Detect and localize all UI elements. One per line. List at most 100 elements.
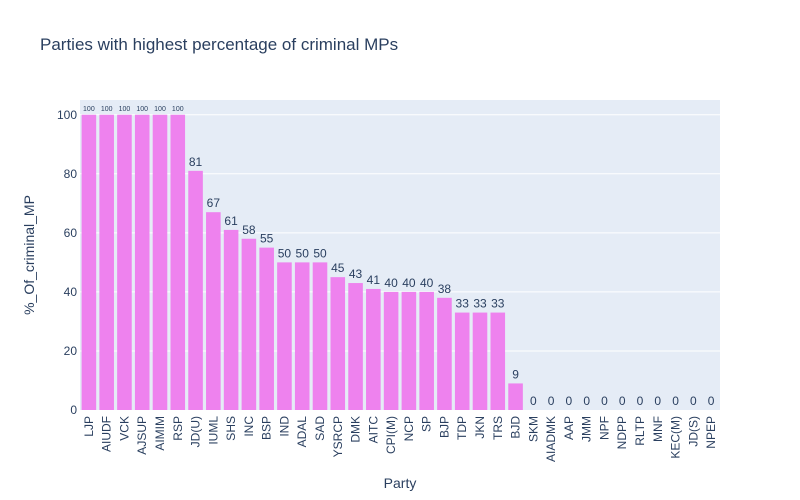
bar	[490, 312, 506, 410]
bar	[206, 212, 221, 410]
x-tick-label: AIMIM	[153, 416, 167, 451]
x-tick-label: INC	[242, 416, 256, 437]
y-tick-label: 60	[64, 226, 78, 240]
x-tick-label: VCK	[117, 416, 131, 441]
data-label: 43	[349, 267, 363, 281]
x-tick-label: AIADMK	[544, 416, 558, 462]
x-tick-label: AITC	[366, 416, 380, 444]
bar	[259, 247, 274, 410]
bar	[383, 291, 399, 410]
data-label: 81	[189, 155, 203, 169]
bar	[134, 114, 150, 410]
x-tick-label: JD(S)	[686, 416, 700, 447]
data-label: 100	[136, 106, 148, 113]
x-tick-label: TDP	[455, 416, 469, 440]
x-tick-label: SHS	[224, 416, 238, 441]
y-tick-label: 0	[70, 403, 77, 417]
data-label: 40	[402, 276, 416, 290]
x-tick-label: MNF	[651, 416, 665, 442]
data-label: 50	[296, 246, 310, 260]
data-label: 33	[473, 297, 487, 311]
bar	[188, 170, 203, 410]
y-axis-title: %_Of_criminal_MP	[21, 195, 37, 315]
y-tick-label: 40	[64, 285, 78, 299]
grid-lines	[80, 114, 720, 352]
x-tick-label: SKM	[526, 416, 540, 442]
data-label: 0	[601, 394, 608, 408]
y-tick-label: 20	[64, 344, 78, 358]
data-label: 50	[313, 246, 327, 260]
bar	[419, 291, 434, 410]
data-label: 33	[491, 297, 505, 311]
chart-title: Parties with highest percentage of crimi…	[40, 35, 398, 54]
data-label: 0	[708, 394, 715, 408]
x-tick-label: JD(U)	[189, 416, 203, 447]
bar	[241, 238, 257, 410]
data-label: 100	[101, 106, 113, 113]
x-tick-label: AIUDF	[100, 416, 114, 452]
plot-background	[80, 100, 720, 410]
y-tick-label: 100	[57, 108, 77, 122]
x-tick-label: IND	[277, 416, 291, 437]
data-label: 50	[278, 246, 292, 260]
x-tick-label: TRS	[491, 416, 505, 440]
bar	[294, 262, 310, 410]
bar	[81, 114, 97, 410]
data-label: 0	[566, 394, 573, 408]
bar	[401, 291, 417, 410]
data-label: 0	[690, 394, 697, 408]
bar	[223, 229, 239, 410]
bar	[348, 283, 363, 410]
data-label: 0	[654, 394, 661, 408]
data-label: 100	[119, 106, 131, 113]
x-axis-ticks: LJP AIUDF VCK AJSUP AIMIM RSP JD(U) IUML SHS INC B…	[82, 416, 718, 462]
x-tick-label: SAD	[313, 416, 327, 441]
data-label: 0	[548, 394, 555, 408]
x-tick-label: LJP	[82, 416, 96, 437]
data-label: 0	[583, 394, 590, 408]
y-axis-ticks: 0 20 40 60 80 100	[57, 108, 77, 417]
bar	[170, 114, 186, 410]
y-tick-label: 80	[64, 167, 78, 181]
x-tick-label: ADAL	[295, 416, 309, 448]
x-tick-label: AJSUP	[135, 416, 149, 455]
x-tick-label: RLTP	[633, 416, 647, 446]
bar	[472, 312, 488, 410]
data-label: 9	[512, 367, 519, 381]
data-label: 61	[224, 214, 238, 228]
bar	[330, 277, 346, 410]
bar	[454, 312, 470, 410]
data-label: 100	[83, 106, 95, 113]
data-label: 55	[260, 232, 274, 246]
x-tick-label: NDPP	[615, 416, 629, 449]
data-label: 0	[672, 394, 679, 408]
x-tick-label: BJP	[437, 416, 451, 438]
data-label: 100	[172, 106, 184, 113]
data-label: 40	[420, 276, 434, 290]
data-label: 100	[154, 106, 166, 113]
data-label: 38	[438, 282, 452, 296]
bars	[81, 114, 523, 410]
x-tick-label: BJD	[509, 416, 523, 439]
x-tick-label: CPI(M)	[384, 416, 398, 454]
bar	[277, 262, 292, 410]
x-tick-label: JMM	[580, 416, 594, 442]
data-label: 33	[456, 297, 470, 311]
x-tick-label: DMK	[349, 416, 363, 443]
bar	[312, 262, 328, 410]
x-tick-label: KEC(M)	[669, 416, 683, 459]
x-tick-label: NPEP	[704, 416, 718, 449]
x-tick-label: AAP	[562, 416, 576, 440]
data-label: 67	[207, 196, 221, 210]
bar	[508, 383, 523, 410]
data-label: 58	[242, 223, 256, 237]
x-tick-label: NPF	[597, 416, 611, 440]
bar	[437, 297, 452, 410]
bar	[99, 114, 114, 410]
x-tick-label: SP	[420, 416, 434, 432]
x-tick-label: JKN	[473, 416, 487, 439]
x-tick-label: BSP	[260, 416, 274, 440]
data-label: 0	[619, 394, 626, 408]
